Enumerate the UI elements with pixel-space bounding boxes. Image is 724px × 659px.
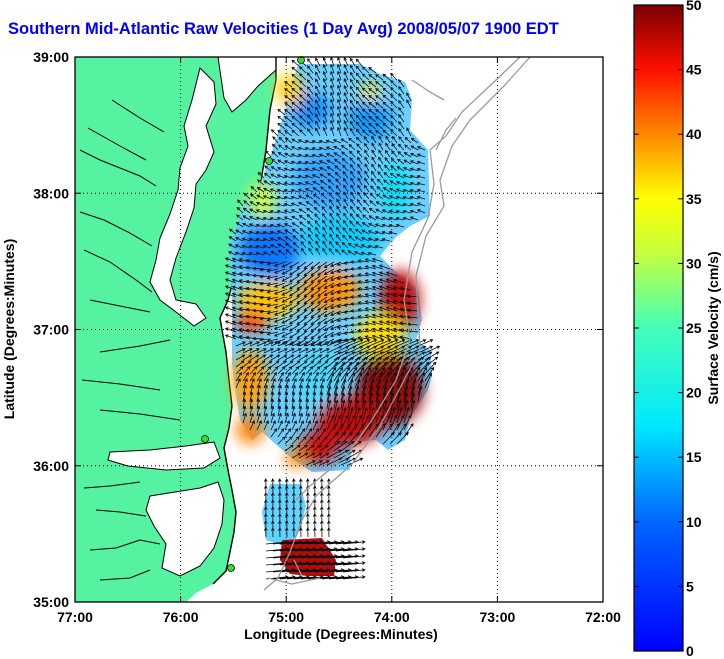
y-tick-label: 36:00 [33,458,69,474]
colorbar-tick-label: 50 [686,0,702,13]
colorbar [633,4,684,652]
radar-station [201,435,209,443]
radar-station [227,564,235,572]
y-tick-label: 35:00 [33,594,69,610]
x-tick-label: 74:00 [374,609,410,625]
x-axis-label: Longitude (Degrees:Minutes) [244,626,438,642]
speed-patch [380,270,420,330]
albemarle-sound [107,441,221,471]
chesapeake-bay [149,67,217,327]
colorbar-tick-label: 40 [686,126,702,142]
figure-title: Southern Mid-Atlantic Raw Velocities (1 … [8,20,559,38]
speed-patch [236,312,268,332]
speed-patch [298,432,338,464]
y-tick-label: 37:00 [33,322,69,338]
colorbar-tick-label: 0 [686,643,694,659]
colorbar-tick-label: 45 [686,62,702,78]
y-tick-label: 39:00 [33,49,69,65]
x-tick-label: 75:00 [268,609,304,625]
colorbar-tick-label: 25 [686,320,702,336]
radar-stations [201,56,305,572]
coastline [212,57,277,585]
x-tick-label: 77:00 [57,609,93,625]
speed-patch [286,448,306,468]
colorbar-tick-label: 15 [686,449,702,465]
y-axis-label: Latitude (Degrees:Minutes) [1,239,17,419]
speed-patch [348,100,392,140]
velocity-field [224,57,441,580]
vector-arrows [224,57,441,580]
colorbar-tick-label: 20 [686,385,702,401]
colorbar-tick-label: 35 [686,191,702,207]
pamlico-river [83,481,161,581]
x-axis-ticks: 77:00 76:00 75:00 74:00 73:00 72:00 [57,57,621,625]
river-lines [79,99,181,421]
colorbar-tick-label: 10 [686,514,702,530]
x-tick-label: 76:00 [163,609,199,625]
colorbar-ticks: 0 5 10 15 20 25 30 35 40 45 50 [634,0,702,659]
bathymetry-contours [263,57,531,591]
radar-station [265,157,273,165]
velocity-arrows-path [224,57,441,580]
colorbar-label: Surface Velocity (cm/s) [705,251,721,404]
x-tick-label: 73:00 [479,609,515,625]
y-axis-ticks: 39:00 38:00 37:00 36:00 35:00 [33,49,603,610]
speed-patch [276,74,304,106]
x-tick-label: 72:00 [585,609,621,625]
speed-patch [316,394,384,446]
colorbar-tick-label: 30 [686,255,702,271]
y-tick-label: 38:00 [33,185,69,201]
colorbar-tick-label: 5 [686,578,694,594]
speed-patch [360,84,380,100]
pamlico-sound [145,481,225,577]
grid [75,57,603,602]
